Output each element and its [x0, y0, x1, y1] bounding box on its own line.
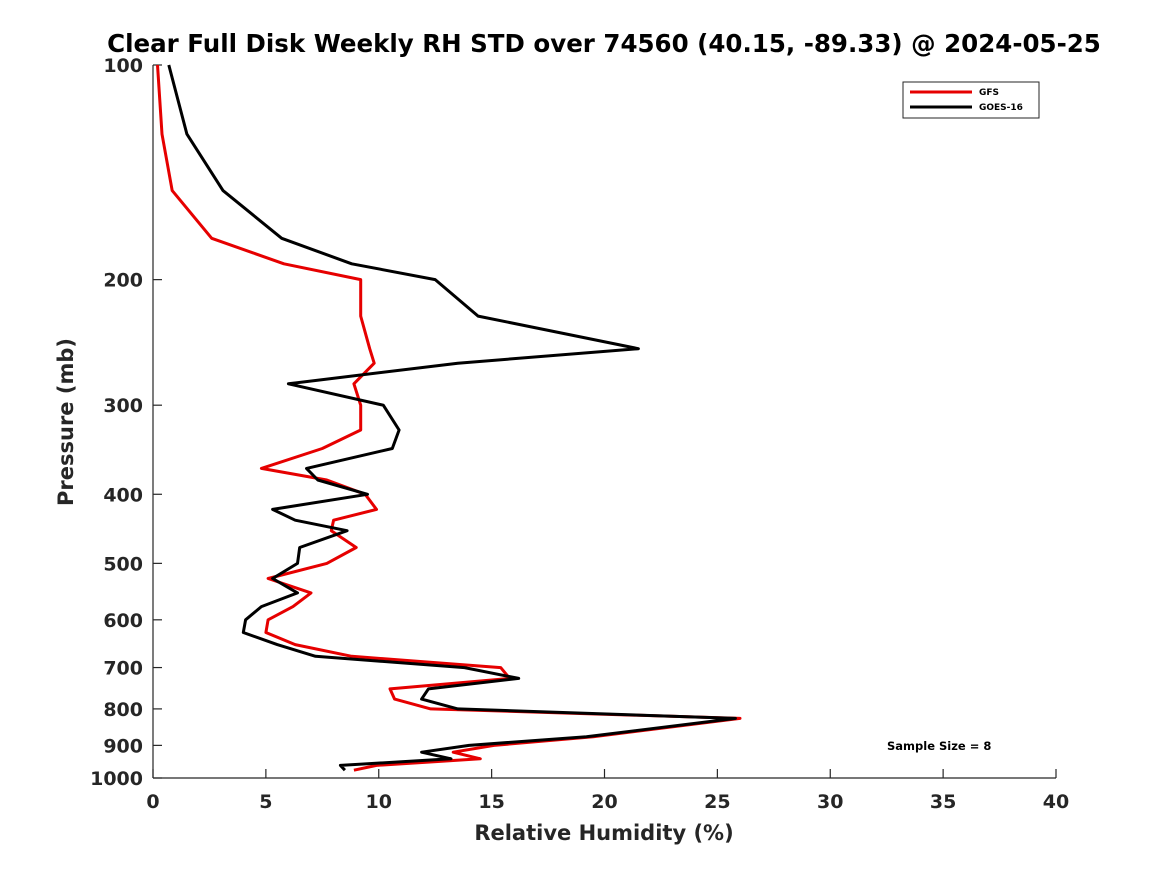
y-axis-label: Pressure (mb)	[54, 338, 78, 506]
y-tick-label: 200	[103, 270, 143, 292]
y-tick-label: 100	[103, 55, 143, 77]
series-line-goes-16	[167, 64, 737, 772]
x-tick-label: 25	[704, 791, 730, 813]
y-tick-label: 700	[103, 658, 143, 680]
y-tick-label: 800	[103, 699, 143, 721]
x-tick-label: 10	[366, 791, 392, 813]
series-lines	[156, 64, 742, 772]
legend-label-goes-16: GOES-16	[979, 103, 1023, 113]
series-line-gfs	[156, 64, 742, 772]
x-tick-label: 20	[591, 791, 617, 813]
y-tick-label: 600	[103, 610, 143, 632]
x-tick-label: 35	[930, 791, 956, 813]
x-tick-label: 40	[1043, 791, 1069, 813]
y-axis-ticks: 100 200 300 400 500 600 700 800 900 1000	[90, 55, 162, 790]
y-tick-label: 900	[103, 735, 143, 757]
plot-area: 0 5 10 15 20 25 30 35 40 100 200 300 400 500 600 700 80…	[90, 55, 1069, 813]
x-axis-label: Relative Humidity (%)	[474, 821, 733, 845]
y-tick-label: 1000	[90, 768, 143, 790]
legend-label-gfs: GFS	[979, 88, 999, 98]
chart-title: Clear Full Disk Weekly RH STD over 74560…	[107, 29, 1101, 58]
sample-size-annotation: Sample Size = 8	[887, 739, 991, 753]
x-tick-label: 5	[259, 791, 272, 813]
x-tick-label: 30	[817, 791, 843, 813]
y-tick-label: 300	[103, 395, 143, 417]
x-axis-ticks: 0 5 10 15 20 25 30 35 40	[146, 769, 1069, 813]
x-tick-label: 15	[478, 791, 504, 813]
y-tick-label: 400	[103, 484, 143, 506]
legend-box	[902, 81, 1040, 119]
y-tick-label: 500	[103, 553, 143, 575]
x-tick-label: 0	[146, 791, 159, 813]
legend: GFS GOES-16	[902, 81, 1040, 119]
